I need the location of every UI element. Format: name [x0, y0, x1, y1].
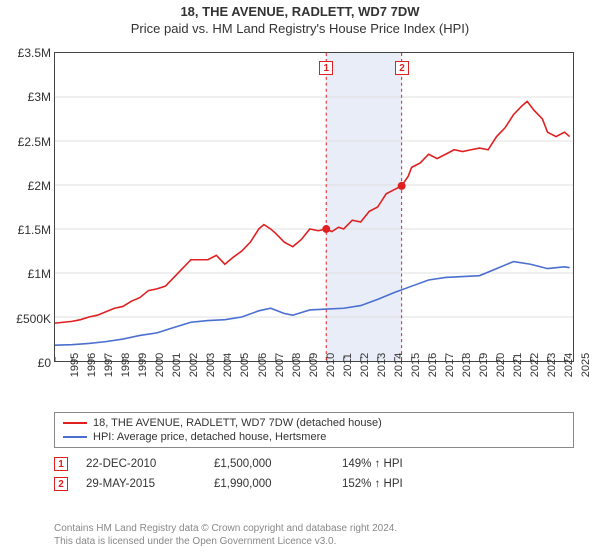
- legend-swatch: [63, 422, 87, 424]
- titles-block: 18, THE AVENUE, RADLETT, WD7 7DW Price p…: [0, 0, 600, 36]
- y-axis-label: £1.5M: [18, 223, 51, 237]
- transaction-price: £1,500,000: [214, 458, 324, 470]
- legend-item: 18, THE AVENUE, RADLETT, WD7 7DW (detach…: [63, 416, 565, 430]
- disclaimer-line-2: This data is licensed under the Open Gov…: [54, 535, 574, 548]
- y-axis-label: £0: [38, 356, 51, 370]
- chart-title: 18, THE AVENUE, RADLETT, WD7 7DW: [0, 4, 600, 19]
- transaction-delta: 149% ↑ HPI: [342, 458, 482, 470]
- transaction-marker: 2: [54, 477, 68, 491]
- legend-item: HPI: Average price, detached house, Hert…: [63, 430, 565, 444]
- transaction-row: 1 22-DEC-2010 £1,500,000 149% ↑ HPI: [54, 454, 574, 474]
- transaction-row: 2 29-MAY-2015 £1,990,000 152% ↑ HPI: [54, 474, 574, 494]
- legend-swatch: [63, 436, 87, 438]
- transaction-date: 22-DEC-2010: [86, 458, 196, 470]
- y-axis-label: £2.5M: [18, 135, 51, 149]
- transaction-delta: 152% ↑ HPI: [342, 478, 482, 490]
- legend-label: HPI: Average price, detached house, Hert…: [93, 431, 326, 443]
- legend-label: 18, THE AVENUE, RADLETT, WD7 7DW (detach…: [93, 417, 382, 429]
- chart-container: 18, THE AVENUE, RADLETT, WD7 7DW Price p…: [0, 0, 600, 560]
- y-axis-label: £3.5M: [18, 46, 51, 60]
- transaction-price: £1,990,000: [214, 478, 324, 490]
- transactions-table: 1 22-DEC-2010 £1,500,000 149% ↑ HPI 2 29-MAY-…: [54, 454, 574, 494]
- callout-marker-1: 1: [319, 61, 333, 75]
- transaction-date: 29-MAY-2015: [86, 478, 196, 490]
- chart-subtitle: Price paid vs. HM Land Registry's House …: [0, 19, 600, 36]
- plot-svg: [55, 53, 573, 361]
- callout-marker-2: 2: [395, 61, 409, 75]
- series-hpi: [55, 262, 570, 346]
- legend-box: 18, THE AVENUE, RADLETT, WD7 7DW (detach…: [54, 412, 574, 448]
- series-price_paid: [55, 101, 570, 323]
- y-axis-label: £500K: [16, 312, 51, 326]
- disclaimer: Contains HM Land Registry data © Crown c…: [54, 522, 574, 548]
- disclaimer-line-1: Contains HM Land Registry data © Crown c…: [54, 522, 574, 535]
- y-axis-label: £2M: [28, 179, 51, 193]
- plot-area: £0£500K£1M£1.5M£2M£2.5M£3M£3.5M199519961…: [54, 52, 574, 362]
- y-axis-label: £3M: [28, 90, 51, 104]
- x-axis-label: 2025: [566, 353, 592, 377]
- transaction-marker: 1: [54, 457, 68, 471]
- y-axis-label: £1M: [28, 267, 51, 281]
